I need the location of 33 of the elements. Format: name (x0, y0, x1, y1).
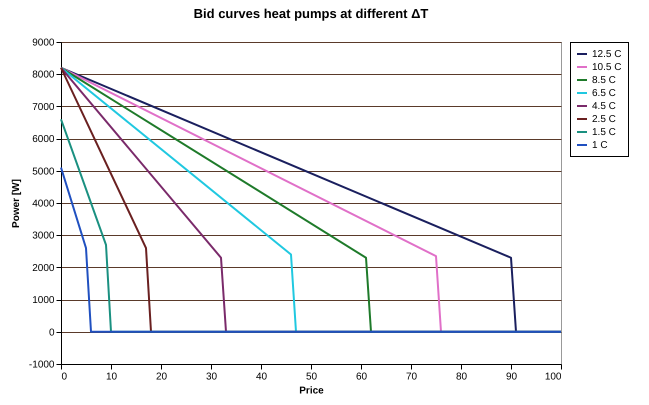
legend-label: 8.5 C (592, 75, 616, 86)
legend-label: 2.5 C (592, 114, 616, 125)
x-tick-label: 10 (106, 372, 118, 382)
y-tick-label: 7000 (32, 102, 55, 113)
y-tick-label: 0 (48, 327, 55, 338)
x-tick-label: 0 (62, 372, 68, 382)
chart-title: Bid curves heat pumps at different ΔT (194, 6, 428, 21)
y-tick-label: 4000 (32, 198, 55, 210)
y-tick-label: 5000 (32, 166, 55, 178)
legend-label: 4.5 C (592, 101, 616, 112)
y-tick-label: 1000 (32, 295, 55, 306)
x-tick-label: 90 (506, 372, 518, 382)
legend-label: 1 C (592, 140, 608, 151)
x-tick-label: 20 (156, 372, 168, 382)
x-tick-label: 40 (256, 372, 268, 382)
x-tick-label: 80 (456, 372, 468, 382)
legend-label: 1.5 C (592, 127, 616, 138)
x-tick-label: 60 (356, 372, 368, 382)
x-axis-title: Price (299, 386, 324, 396)
x-tick-label: 30 (206, 372, 218, 382)
y-tick-label: 6000 (32, 134, 55, 146)
x-tick-label: 100 (544, 372, 562, 382)
y-tick-label: 3000 (32, 230, 55, 242)
legend-label: 10.5 C (592, 62, 622, 73)
y-axis-title: Power [W] (10, 179, 22, 228)
x-tick-label: 70 (406, 372, 418, 382)
y-tick-label: -1000 (28, 360, 55, 370)
legend-label: 6.5 C (592, 88, 616, 99)
legend-label: 12.5 C (592, 49, 622, 60)
y-tick-label: 2000 (32, 262, 55, 274)
y-tick-label: 9000 (32, 38, 55, 48)
x-tick-label: 50 (306, 372, 318, 382)
y-tick-label: 8000 (32, 70, 55, 81)
